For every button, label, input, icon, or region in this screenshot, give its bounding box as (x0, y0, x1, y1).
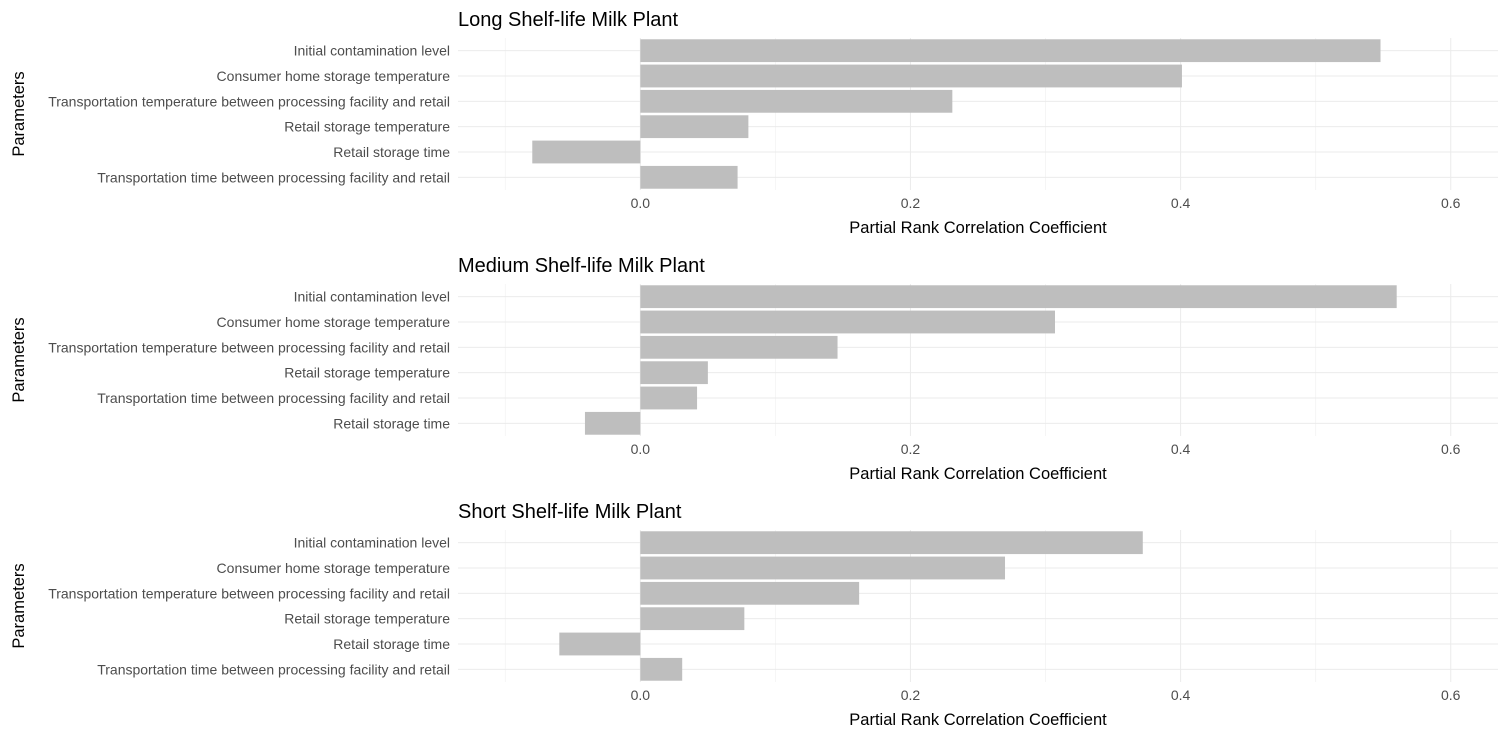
bar (640, 310, 1055, 334)
x-axis-title: Partial Rank Correlation Coefficient (849, 465, 1107, 483)
bar (559, 632, 641, 656)
bar (640, 285, 1397, 309)
x-tick-label: 0.2 (901, 195, 921, 211)
category-label: Transportation temperature between proce… (48, 93, 450, 109)
chart-title: Short Shelf-life Milk Plant (458, 501, 682, 523)
bar (640, 657, 683, 681)
category-label: Transportation time between processing f… (97, 169, 450, 185)
x-tick-label: 0.4 (1171, 441, 1191, 457)
bar (640, 581, 860, 605)
category-label: Initial contamination level (294, 289, 450, 305)
chart-title: Medium Shelf-life Milk Plant (458, 255, 705, 277)
long-shelf-life-chart: Initial contamination level Consumer home… (10, 9, 1498, 237)
category-label: Consumer home storage temperature (217, 560, 451, 576)
bar (532, 140, 641, 164)
category-label: Transportation time between processing f… (97, 661, 450, 677)
x-tick-label: 0.0 (631, 441, 651, 457)
category-label: Retail storage temperature (284, 611, 450, 627)
bar (640, 361, 708, 385)
y-axis-title: Parameters (10, 317, 28, 402)
x-axis-title: Partial Rank Correlation Coefficient (849, 219, 1107, 237)
category-label: Consumer home storage temperature (217, 68, 451, 84)
x-tick-label: 0.6 (1441, 195, 1461, 211)
y-axis-title: Parameters (10, 71, 28, 156)
short-shelf-life-chart: Initial contamination level Consumer home… (10, 501, 1498, 729)
category-label: Transportation time between processing f… (97, 390, 450, 406)
x-tick-label: 0.0 (631, 687, 651, 703)
category-label: Retail storage temperature (284, 365, 450, 381)
x-tick-label: 0.6 (1441, 687, 1461, 703)
bar (640, 335, 838, 359)
bar (640, 89, 953, 113)
chart-title: Long Shelf-life Milk Plant (458, 9, 679, 31)
bar (584, 411, 641, 435)
category-label: Consumer home storage temperature (217, 314, 451, 330)
y-axis-title: Parameters (10, 563, 28, 648)
bar (640, 165, 738, 189)
bar (640, 607, 745, 631)
x-axis-title: Partial Rank Correlation Coefficient (849, 711, 1107, 729)
bar (640, 64, 1182, 88)
x-tick-label: 0.4 (1171, 687, 1191, 703)
category-label: Retail storage time (333, 636, 450, 652)
category-label: Initial contamination level (294, 535, 450, 551)
category-label: Initial contamination level (294, 43, 450, 59)
x-tick-label: 0.4 (1171, 195, 1191, 211)
category-label: Transportation temperature between proce… (48, 339, 450, 355)
x-tick-label: 0.2 (901, 687, 921, 703)
bar (640, 386, 698, 410)
medium-shelf-life-chart: Initial contamination level Consumer home… (10, 255, 1498, 483)
category-label: Retail storage temperature (284, 119, 450, 135)
x-tick-label: 0.6 (1441, 441, 1461, 457)
category-label: Transportation temperature between proce… (48, 585, 450, 601)
bar (640, 115, 749, 139)
x-tick-label: 0.2 (901, 441, 921, 457)
bar (640, 531, 1143, 555)
bar (640, 556, 1006, 580)
category-label: Retail storage time (333, 415, 450, 431)
bar (640, 39, 1381, 63)
x-tick-label: 0.0 (631, 195, 651, 211)
category-label: Retail storage time (333, 144, 450, 160)
